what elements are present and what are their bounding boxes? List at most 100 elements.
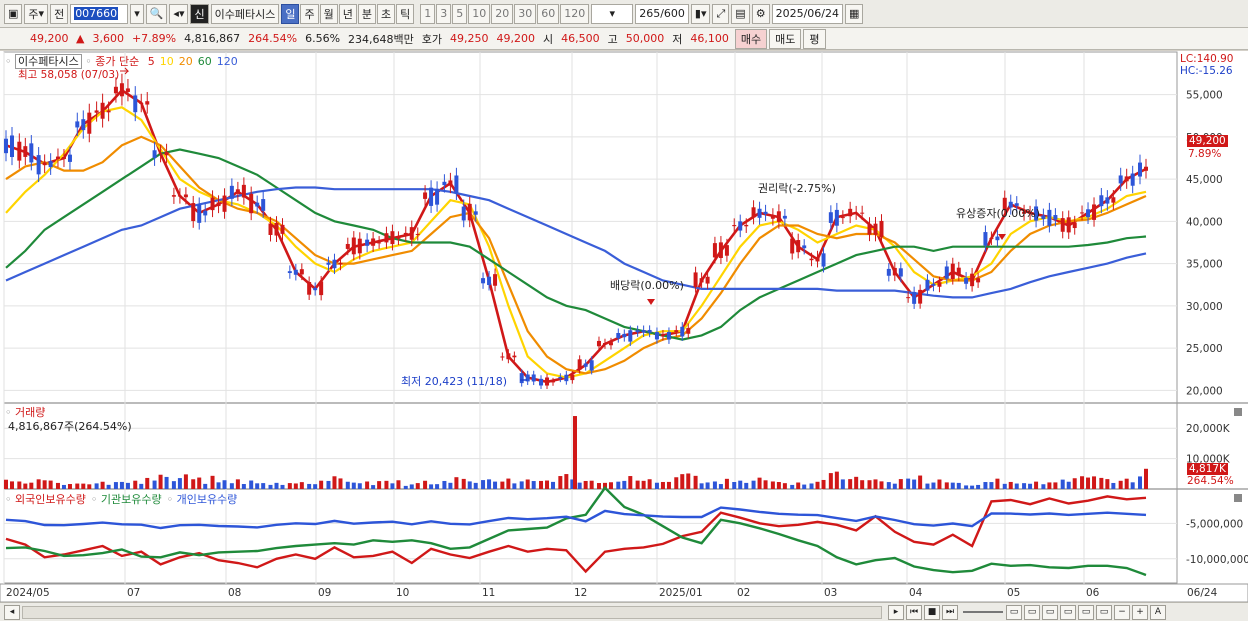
volume-bar: [583, 480, 588, 489]
last-icon[interactable]: ⏭: [942, 604, 958, 620]
code-dropdown-icon[interactable]: ▾: [130, 3, 144, 24]
first-icon[interactable]: ⏮: [906, 604, 922, 620]
scroll-right-icon[interactable]: ▸: [888, 604, 904, 620]
speaker-icon[interactable]: ◂▾: [169, 3, 189, 24]
volume-bar: [886, 482, 891, 489]
candle-body: [171, 195, 176, 197]
layout-icon-6[interactable]: ▭: [1096, 604, 1112, 620]
calendar-icon[interactable]: ▦: [844, 3, 864, 24]
settings-icon[interactable]: ⚙: [751, 3, 770, 24]
volume-bar: [551, 481, 556, 489]
candle-body: [345, 243, 350, 249]
minus-icon[interactable]: −: [1114, 604, 1130, 620]
bottom-bar: ◂ ▸ ⏮ ■ ⏭ ▭ ▭ ▭ ▭ ▭ ▭ − + A: [0, 602, 1248, 621]
stock-code-input[interactable]: 007660: [70, 3, 129, 24]
volume-bar: [577, 482, 582, 489]
legend-series-label: 종가 단순: [95, 55, 140, 68]
eval-button[interactable]: 평: [803, 28, 826, 49]
holdings-legend-dot: ◦: [166, 493, 177, 506]
drawing-tool-icon[interactable]: ⤢: [712, 3, 730, 24]
candle-body: [970, 273, 975, 287]
period-tab-1[interactable]: 주: [300, 3, 319, 24]
volume-bar: [995, 478, 1000, 489]
trade-amount: 234,648백만: [348, 32, 414, 46]
candle-body: [448, 180, 453, 186]
candle-body: [396, 237, 401, 239]
candle-body: [241, 184, 246, 198]
save-icon[interactable]: ▤: [731, 3, 750, 24]
count-input[interactable]: 265/600: [635, 3, 689, 24]
scroll-left-icon[interactable]: ◂: [4, 604, 20, 620]
chart-area[interactable]: 55,00050,00045,00040,00035,00030,00025,0…: [0, 51, 1248, 602]
ma-line-10: [5, 106, 1147, 379]
interval-button-5[interactable]: 5: [452, 3, 468, 24]
search-icon[interactable]: 🔍: [145, 3, 168, 24]
sell-button[interactable]: 매도: [769, 28, 802, 49]
x-axis-bar: [0, 583, 1248, 602]
volume-bar: [1138, 476, 1142, 489]
layout-icon-5[interactable]: ▭: [1078, 604, 1094, 620]
candle-body: [834, 209, 839, 226]
interval-button-20[interactable]: 20: [491, 3, 514, 24]
stock-name: 이수페타시스: [210, 3, 280, 24]
interval-button-30[interactable]: 30: [514, 3, 537, 24]
volume-bar: [802, 484, 807, 489]
stop-icon[interactable]: ■: [924, 604, 940, 620]
zoom-slider[interactable]: [963, 611, 1003, 613]
candle-body: [100, 102, 105, 119]
window-menu-icon[interactable]: ▣: [4, 3, 23, 24]
period-tab-5[interactable]: 초: [376, 3, 396, 24]
interval-button-1[interactable]: 1: [420, 3, 436, 24]
volume-bar: [423, 480, 428, 489]
holdings-legend-1: 기관보유수량: [100, 493, 162, 506]
interval-button-120[interactable]: 120: [560, 3, 590, 24]
price-y-label: 40,000: [1186, 216, 1223, 228]
rights-note: 권리락(-2.75%): [758, 182, 836, 195]
interval-select[interactable]: ▾: [591, 3, 634, 24]
candle-body: [87, 112, 92, 134]
layout-icon-4[interactable]: ▭: [1060, 604, 1076, 620]
x-axis-label: 06: [1086, 587, 1100, 599]
ask-price-2: 49,200: [496, 32, 536, 45]
layout-icon-3[interactable]: ▭: [1042, 604, 1058, 620]
volume-bar: [61, 484, 66, 489]
candle-body: [1022, 211, 1027, 214]
volume-bar: [409, 484, 414, 489]
volume-bar: [616, 481, 621, 489]
candle-body: [473, 211, 478, 215]
interval-button-10[interactable]: 10: [468, 3, 491, 24]
plus-icon[interactable]: +: [1132, 604, 1148, 620]
ma-legend-5: 5: [147, 55, 155, 68]
candle-body: [29, 143, 34, 163]
interval-button-3[interactable]: 3: [436, 3, 452, 24]
horizontal-scrollbar[interactable]: [22, 605, 882, 619]
font-icon[interactable]: A: [1150, 604, 1166, 620]
date-input[interactable]: 2025/06/24: [771, 3, 843, 24]
interval-button-60[interactable]: 60: [537, 3, 560, 24]
prev-button[interactable]: 전: [50, 3, 69, 24]
candle-body: [596, 340, 601, 347]
candle-body: [61, 157, 66, 160]
buy-button[interactable]: 매수: [734, 28, 768, 49]
period-tab-0[interactable]: 일: [281, 3, 300, 24]
volume-bar: [564, 474, 569, 489]
market-button[interactable]: 주 ▾: [24, 3, 49, 24]
candle-body: [145, 101, 150, 105]
candle-body: [125, 88, 130, 92]
period-tab-6[interactable]: 틱: [396, 3, 415, 24]
volume-bar: [442, 480, 447, 489]
layout-icon-2[interactable]: ▭: [1024, 604, 1040, 620]
period-tab-4[interactable]: 분: [357, 3, 376, 24]
period-tab-2[interactable]: 월: [319, 3, 338, 24]
volume-bar: [17, 481, 22, 489]
stock-chart[interactable]: 55,00050,00045,00040,00035,00030,00025,0…: [0, 51, 1248, 602]
period-tab-3[interactable]: 년: [338, 3, 357, 24]
candle-body: [674, 330, 679, 333]
candle-body: [660, 334, 665, 337]
volume-bar: [840, 479, 845, 489]
candle-body: [152, 150, 157, 158]
candle-body: [332, 259, 337, 269]
chart-type-icon[interactable]: ▮▾: [690, 3, 711, 24]
layout-icon-1[interactable]: ▭: [1006, 604, 1022, 620]
volume-bar: [956, 482, 961, 489]
